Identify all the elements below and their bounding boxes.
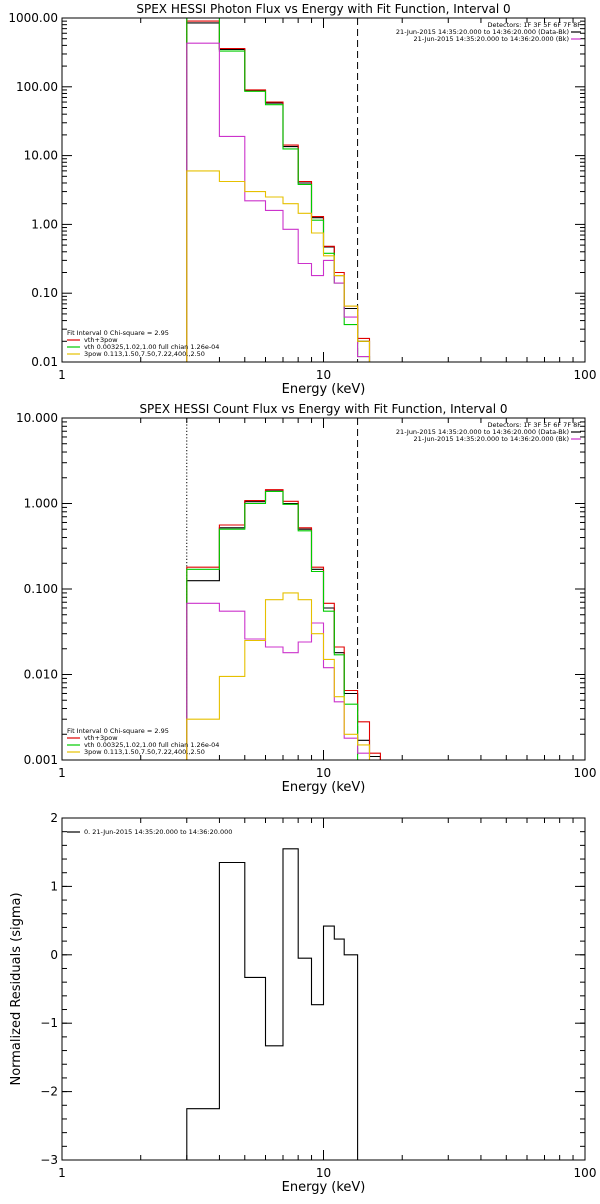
legend-entry: 3pow 0.113,1.50,7.50,7.22,400.,2.50 bbox=[84, 350, 205, 358]
x-tick-label: 10 bbox=[316, 368, 331, 382]
y-tick-label: 0.10 bbox=[31, 286, 58, 300]
y-tick-label: −2 bbox=[40, 1085, 58, 1099]
y-tick-label: 0.100 bbox=[24, 582, 58, 596]
series-0-line bbox=[186, 848, 359, 1160]
y-tick-label: −1 bbox=[40, 1016, 58, 1030]
y-tick-label: 0 bbox=[50, 948, 58, 962]
legend-entry: vth 0.00325,1.02,1.00 full chian 1.26e-0… bbox=[84, 343, 219, 351]
info-text: Detectors: 1F 3F 5F 6F 7F 8F bbox=[487, 21, 581, 29]
legend-entry: vth+3pow bbox=[84, 336, 118, 344]
plot-frame bbox=[61, 817, 586, 1161]
x-axis-label: Energy (keV) bbox=[282, 780, 366, 795]
info-text: 21-Jun-2015 14:35:20.000 to 14:36:20.000… bbox=[414, 435, 569, 443]
info-text: 21-Jun-2015 14:35:20.000 to 14:36:20.000… bbox=[414, 35, 569, 43]
y-tick-label: 1 bbox=[50, 879, 58, 893]
chart-2: 1 10 100 Energy (keV) −3 −2 −1 0 1 2 Normalized Re… bbox=[9, 811, 596, 1195]
legend-entry: 0. 21-Jun-2015 14:35:20.000 to 14:36:20.… bbox=[84, 828, 232, 836]
series-2-line bbox=[186, 490, 381, 760]
x-tick-label: 1 bbox=[58, 1166, 66, 1180]
y-tick-label: 10.000 bbox=[16, 411, 58, 425]
x-tick-label: 100 bbox=[574, 766, 597, 780]
info-text: 21-Jun-2015 14:35:20.000 to 14:36:20.000… bbox=[396, 28, 569, 36]
chart-1: SPEX HESSI Count Flux vs Energy with Fit… bbox=[16, 402, 596, 795]
legend-entry: vth 0.00325,1.02,1.00 full chian 1.26e-0… bbox=[84, 741, 219, 749]
y-tick-label: 1.000 bbox=[24, 497, 58, 511]
y-tick-label: 1000.00 bbox=[8, 11, 58, 25]
y-tick-label: 0.01 bbox=[31, 355, 58, 369]
x-tick-label: 100 bbox=[574, 368, 597, 382]
y-tick-label: 0.001 bbox=[24, 753, 58, 767]
series-3-line bbox=[186, 602, 381, 760]
x-tick-label: 10 bbox=[316, 766, 331, 780]
y-tick-label: 10.00 bbox=[24, 149, 58, 163]
info-text: 21-Jun-2015 14:35:20.000 to 14:36:20.000… bbox=[396, 428, 569, 436]
series-0-line bbox=[186, 22, 371, 362]
x-tick-label: 10 bbox=[316, 1166, 331, 1180]
legend-entry: Fit Interval 0 Chi-square = 2.95 bbox=[67, 727, 169, 735]
series-2-line bbox=[186, 18, 371, 362]
chart-title: SPEX HESSI Count Flux vs Energy with Fit… bbox=[139, 402, 507, 416]
chart-title: SPEX HESSI Photon Flux vs Energy with Fi… bbox=[136, 2, 510, 16]
x-tick-label: 100 bbox=[574, 1166, 597, 1180]
y-tick-label: 0.010 bbox=[24, 668, 58, 682]
x-axis-label: Energy (keV) bbox=[282, 1180, 366, 1195]
chart-0: SPEX HESSI Photon Flux vs Energy with Fi… bbox=[8, 2, 596, 397]
y-tick-label: −3 bbox=[40, 1153, 58, 1167]
legend-entry: 3pow 0.113,1.50,7.50,7.22,400.,2.50 bbox=[84, 748, 205, 756]
y-tick-label: 2 bbox=[50, 811, 58, 825]
legend-entry: Fit Interval 0 Chi-square = 2.95 bbox=[67, 329, 169, 337]
x-tick-label: 1 bbox=[58, 766, 66, 780]
series-1-line bbox=[186, 20, 371, 362]
y-tick-label: 100.00 bbox=[16, 80, 58, 94]
series-4-line bbox=[186, 170, 371, 362]
info-text: Detectors: 1F 3F 5F 6F 7F 8F bbox=[487, 421, 581, 429]
plot-frame bbox=[61, 17, 586, 363]
legend-entry: vth+3pow bbox=[84, 734, 118, 742]
x-axis-label: Energy (keV) bbox=[282, 382, 366, 397]
series-4-line bbox=[186, 592, 381, 760]
x-tick-label: 1 bbox=[58, 368, 66, 382]
series-3-line bbox=[186, 42, 371, 362]
y-tick-label: 1.00 bbox=[31, 217, 58, 231]
plot-frame bbox=[61, 417, 586, 761]
y-axis-label: Normalized Residuals (sigma) bbox=[9, 892, 24, 1085]
